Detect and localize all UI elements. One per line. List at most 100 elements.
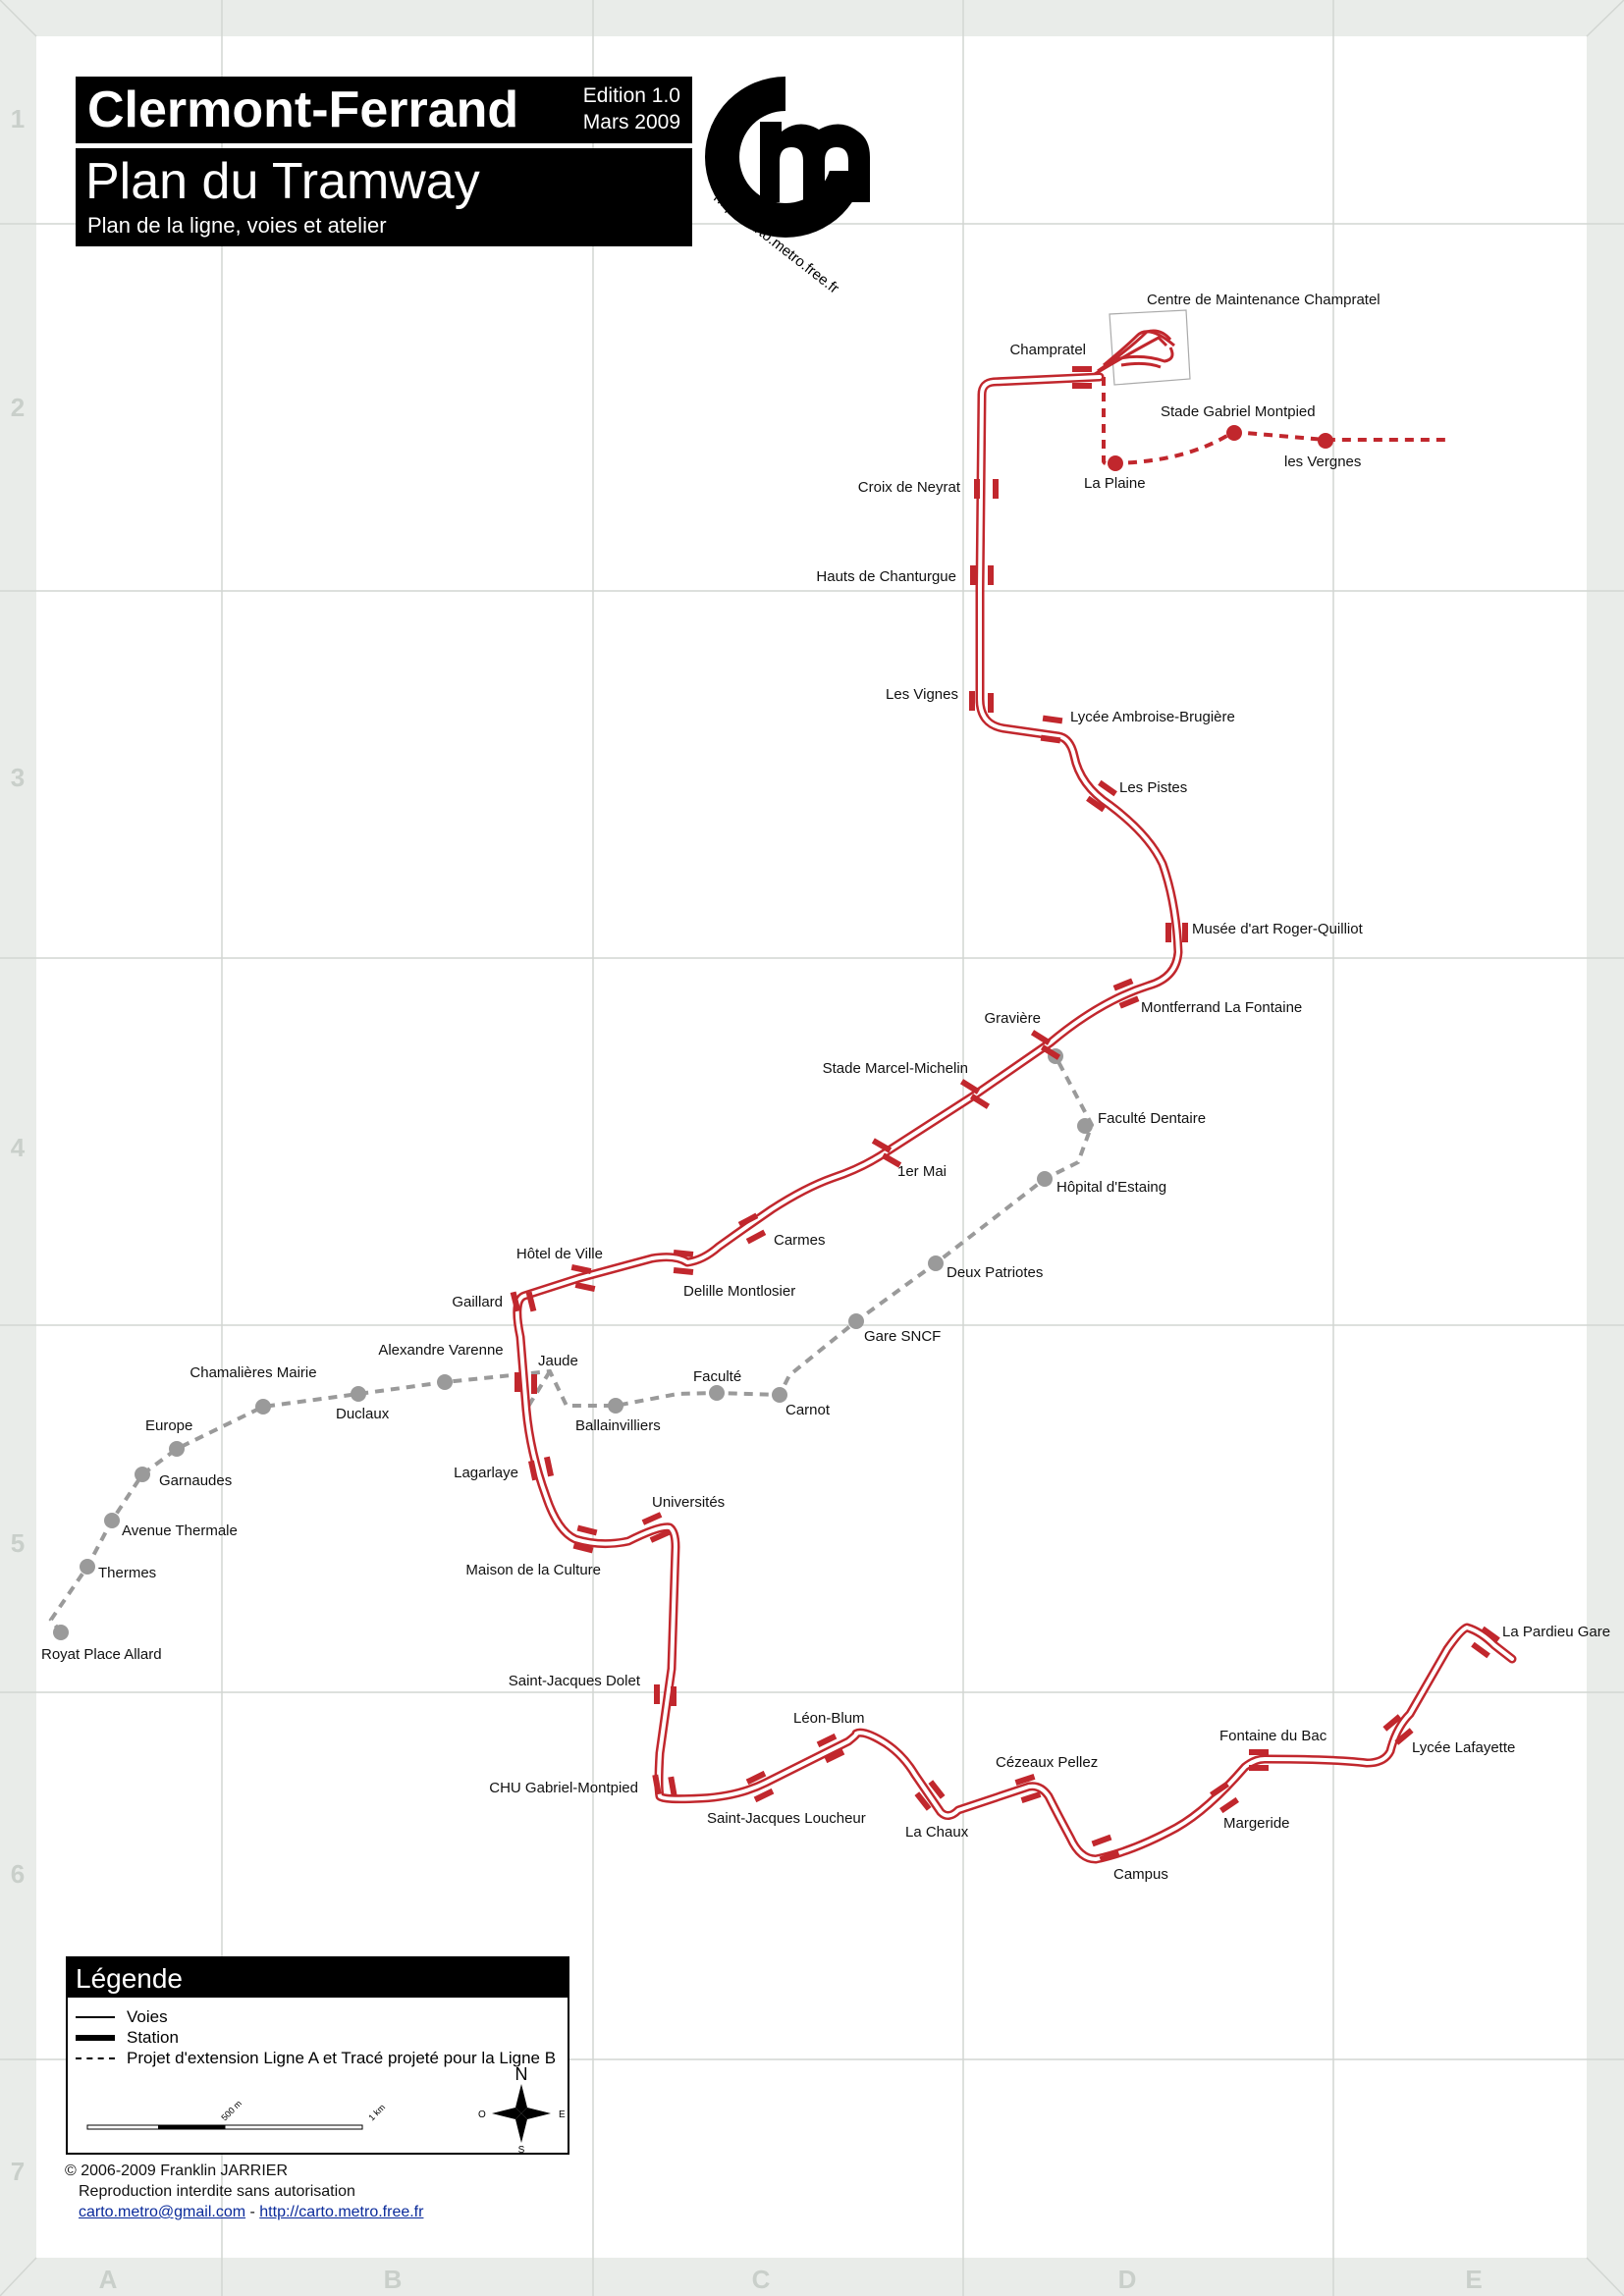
scale-label-500m: 500 m bbox=[219, 2099, 244, 2123]
station-label-montferrand-la-fontaine: Montferrand La Fontaine bbox=[1141, 999, 1302, 1016]
station-mark bbox=[871, 1138, 893, 1153]
station-mark bbox=[1118, 995, 1140, 1009]
station-dot-les-vergnes bbox=[1318, 433, 1333, 449]
station-mark bbox=[745, 1229, 767, 1245]
compass-e: E bbox=[559, 2109, 566, 2120]
station-label-faculte-dentaire: Faculté Dentaire bbox=[1098, 1110, 1206, 1127]
station-label-margeride: Margeride bbox=[1223, 1815, 1290, 1832]
plan-title: Plan du Tramway bbox=[85, 153, 480, 210]
grid-row-6: 6 bbox=[11, 1859, 25, 1889]
station-label-saint-jacques-loucheur: Saint-Jacques Loucheur bbox=[707, 1810, 866, 1827]
station-mark bbox=[988, 693, 994, 713]
compass-w: O bbox=[478, 2109, 486, 2120]
station-label-maison-de-la-culture: Maison de la Culture bbox=[465, 1562, 601, 1578]
station-label-avenue-thermale: Avenue Thermale bbox=[122, 1522, 238, 1539]
edition-info: Edition 1.0 Mars 2009 bbox=[583, 82, 680, 135]
map-area bbox=[36, 36, 1587, 2258]
station-mark bbox=[745, 1770, 767, 1786]
station-label-garnaudes: Garnaudes bbox=[159, 1472, 232, 1489]
station-mark bbox=[1040, 734, 1061, 744]
station-mark bbox=[914, 1791, 932, 1811]
station-mark bbox=[753, 1788, 775, 1803]
station-mark bbox=[1020, 1791, 1042, 1803]
station-mark bbox=[1099, 1849, 1120, 1863]
station-dot-deux-patriotes bbox=[928, 1255, 944, 1271]
maintenance-depot: Centre de Maintenance Champratel bbox=[1089, 292, 1380, 386]
station-mark bbox=[1471, 1641, 1490, 1659]
station-mark bbox=[970, 565, 976, 585]
grid-row-2: 2 bbox=[11, 393, 25, 422]
station-label-croix-de-neyrat: Croix de Neyrat bbox=[858, 479, 961, 496]
station-label-graviere: Gravière bbox=[984, 1010, 1041, 1027]
station-mark bbox=[1014, 1774, 1036, 1786]
station-mark bbox=[576, 1524, 598, 1536]
tram-track-inner bbox=[514, 375, 1514, 1861]
station-label-alexandre-varenne: Alexandre Varenne bbox=[378, 1342, 503, 1359]
legend-title: Légende bbox=[68, 1958, 568, 1998]
station-dot-avenue-thermale bbox=[104, 1513, 120, 1528]
legend-label-projected: Projet d'extension Ligne A et Tracé proj… bbox=[127, 2049, 557, 2067]
station-label-duclaux: Duclaux bbox=[336, 1406, 390, 1422]
station-label-lycee-ambroise-brugiere: Lycée Ambroise-Brugière bbox=[1070, 709, 1235, 725]
grid-col-e: E bbox=[1465, 2265, 1482, 2294]
station-mark bbox=[1098, 779, 1117, 797]
station-mark bbox=[1481, 1626, 1500, 1643]
station-mark bbox=[1219, 1796, 1239, 1814]
station-label-faculte: Faculté bbox=[693, 1368, 741, 1385]
station-label-la-chaux: La Chaux bbox=[905, 1824, 969, 1841]
station-dot-hopital-destaing bbox=[1037, 1171, 1053, 1187]
station-label-stade-gabriel-montpied: Stade Gabriel Montpied bbox=[1161, 403, 1316, 420]
city-title: Clermont-Ferrand bbox=[87, 81, 519, 138]
station-mark bbox=[1091, 1834, 1112, 1847]
station-swatch bbox=[76, 2035, 115, 2041]
station-label-europe: Europe bbox=[145, 1417, 192, 1434]
station-mark bbox=[1165, 923, 1171, 942]
station-label-gaillard: Gaillard bbox=[452, 1294, 503, 1310]
station-label-royat-place-allard: Royat Place Allard bbox=[41, 1646, 162, 1663]
email-link[interactable]: carto.metro@gmail.com bbox=[79, 2204, 246, 2220]
station-mark bbox=[1030, 1030, 1052, 1045]
title-block: Clermont-Ferrand Edition 1.0 Mars 2009 bbox=[76, 77, 692, 143]
station-mark bbox=[993, 479, 999, 499]
station-label-les-vignes: Les Vignes bbox=[886, 686, 958, 703]
station-mark bbox=[737, 1212, 759, 1228]
station-mark bbox=[988, 565, 994, 585]
website-link[interactable]: http://carto.metro.free.fr bbox=[259, 2204, 424, 2220]
station-label-deux-patriotes: Deux Patriotes bbox=[947, 1264, 1043, 1281]
station-mark bbox=[654, 1684, 660, 1704]
grid-row-1: 1 bbox=[11, 104, 25, 133]
station-mark bbox=[514, 1372, 520, 1392]
station-mark bbox=[649, 1529, 671, 1543]
station-label-gare-sncf: Gare SNCF bbox=[864, 1328, 941, 1345]
station-mark bbox=[928, 1780, 946, 1799]
station-mark bbox=[1086, 795, 1106, 813]
station-dot-alexandre-varenne bbox=[437, 1374, 453, 1390]
compass-rose-icon: N S E O bbox=[478, 2066, 566, 2153]
grid-col-a: A bbox=[99, 2265, 118, 2294]
station-mark bbox=[1394, 1728, 1414, 1745]
extension-labels: La Plaine Stade Gabriel Montpied les Ver… bbox=[1084, 403, 1361, 492]
credits: © 2006-2009 Franklin JARRIER Reproductio… bbox=[65, 2161, 423, 2222]
station-dot-gare-sncf bbox=[848, 1313, 864, 1329]
station-dot-faculte-dentaire bbox=[1077, 1118, 1093, 1134]
station-label-hotel-de-ville: Hôtel de Ville bbox=[516, 1246, 603, 1262]
station-mark bbox=[974, 479, 980, 499]
station-label-hopital-destaing: Hôpital d'Estaing bbox=[1056, 1179, 1166, 1196]
station-label-carnot: Carnot bbox=[785, 1402, 831, 1418]
legend-label-station: Station bbox=[127, 2028, 179, 2047]
station-label-musee-roger-quilliot: Musée d'art Roger-Quilliot bbox=[1192, 921, 1364, 937]
station-dot-duclaux bbox=[351, 1386, 366, 1402]
plan-subtitle: Plan de la ligne, voies et atelier bbox=[87, 213, 387, 238]
station-mark bbox=[1249, 1765, 1269, 1771]
station-label-jaude: Jaude bbox=[538, 1353, 578, 1369]
link-separator: - bbox=[245, 2204, 260, 2220]
station-mark bbox=[824, 1748, 845, 1764]
station-label-fontaine-du-bac: Fontaine du Bac bbox=[1219, 1728, 1327, 1744]
station-label-la-plaine: La Plaine bbox=[1084, 475, 1146, 492]
station-mark bbox=[673, 1249, 694, 1258]
station-mark bbox=[525, 1291, 537, 1312]
station-mark bbox=[574, 1281, 596, 1293]
station-mark bbox=[570, 1263, 592, 1275]
station-dot-la-plaine bbox=[1108, 455, 1123, 471]
